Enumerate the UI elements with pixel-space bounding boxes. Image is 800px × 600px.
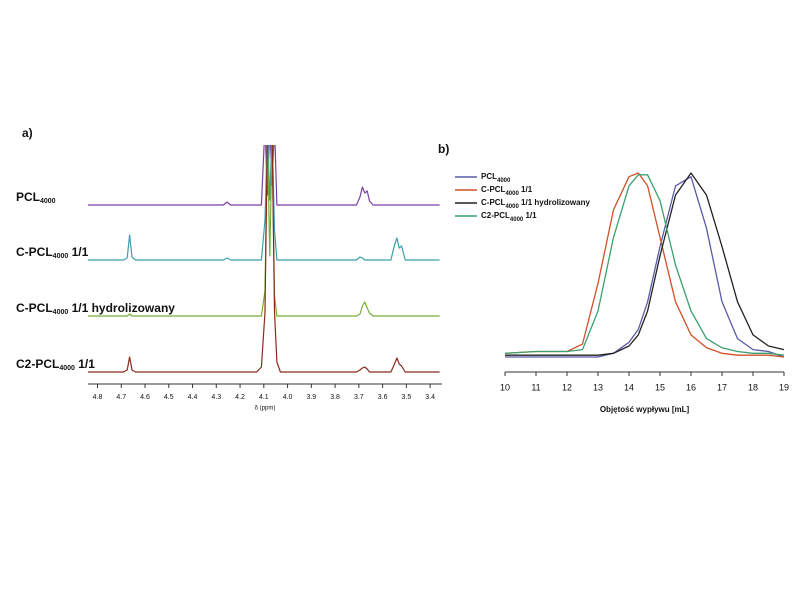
x-tick-label: 3.5 bbox=[401, 394, 411, 401]
series-label: C-PCL4000 1/1 hydrolizowany bbox=[16, 301, 175, 316]
x-tick-label: 12 bbox=[562, 382, 572, 392]
series-line bbox=[88, 145, 440, 206]
x-tick-label: 17 bbox=[717, 382, 727, 392]
x-axis-label: δ (ppm) bbox=[255, 406, 276, 412]
x-tick-label: 11 bbox=[531, 382, 540, 392]
x-tick-label: 14 bbox=[624, 382, 634, 392]
series-line bbox=[88, 145, 440, 317]
series-line bbox=[504, 174, 785, 356]
x-axis-label: Objętość wypływu [mL] bbox=[600, 405, 690, 414]
series-line bbox=[505, 172, 785, 356]
x-tick-label: 3.8 bbox=[330, 394, 340, 401]
x-tick-label: 4.4 bbox=[188, 394, 198, 401]
plot-area bbox=[504, 172, 785, 358]
x-tick-label: 10 bbox=[500, 382, 510, 392]
x-tick-label: 4.0 bbox=[283, 394, 293, 401]
x-tick-label: 13 bbox=[593, 382, 603, 392]
x-tick-label: 4.6 bbox=[140, 394, 150, 401]
series-line bbox=[505, 176, 785, 358]
x-tick-label: 3.6 bbox=[378, 394, 388, 401]
x-tick-label: 3.7 bbox=[354, 394, 364, 401]
series-line bbox=[504, 172, 785, 358]
panel-label: b) bbox=[438, 142, 449, 156]
series-label: C2-PCL4000 1/1 bbox=[16, 357, 95, 372]
series-label: PCL4000 bbox=[16, 190, 56, 205]
series-line bbox=[88, 145, 440, 373]
x-tick-label: 4.1 bbox=[259, 394, 269, 401]
x-tick-label: 3.4 bbox=[425, 394, 435, 401]
legend-label: C-PCL4000 1/1 hydrolizowany bbox=[481, 198, 590, 209]
legend-label: C-PCL4000 1/1 bbox=[481, 185, 533, 196]
legend-label: C2-PCL4000 1/1 bbox=[481, 211, 537, 222]
x-tick-label: 16 bbox=[686, 382, 696, 392]
x-tick-label: 4.3 bbox=[211, 394, 221, 401]
x-tick-label: 15 bbox=[655, 382, 665, 392]
x-tick-label: 18 bbox=[748, 382, 758, 392]
panel-label: a) bbox=[22, 126, 33, 140]
x-tick-label: 4.7 bbox=[116, 394, 126, 401]
legend-label: PCL4000 bbox=[481, 172, 511, 183]
series-line bbox=[88, 145, 440, 261]
plot-area bbox=[88, 145, 440, 373]
x-tick-label: 4.8 bbox=[93, 394, 103, 401]
x-tick-label: 4.5 bbox=[164, 394, 174, 401]
x-tick-label: 19 bbox=[779, 382, 789, 392]
x-tick-label: 4.2 bbox=[235, 394, 245, 401]
series-label: C-PCL4000 1/1 bbox=[16, 245, 89, 260]
x-tick-label: 3.9 bbox=[306, 394, 316, 401]
